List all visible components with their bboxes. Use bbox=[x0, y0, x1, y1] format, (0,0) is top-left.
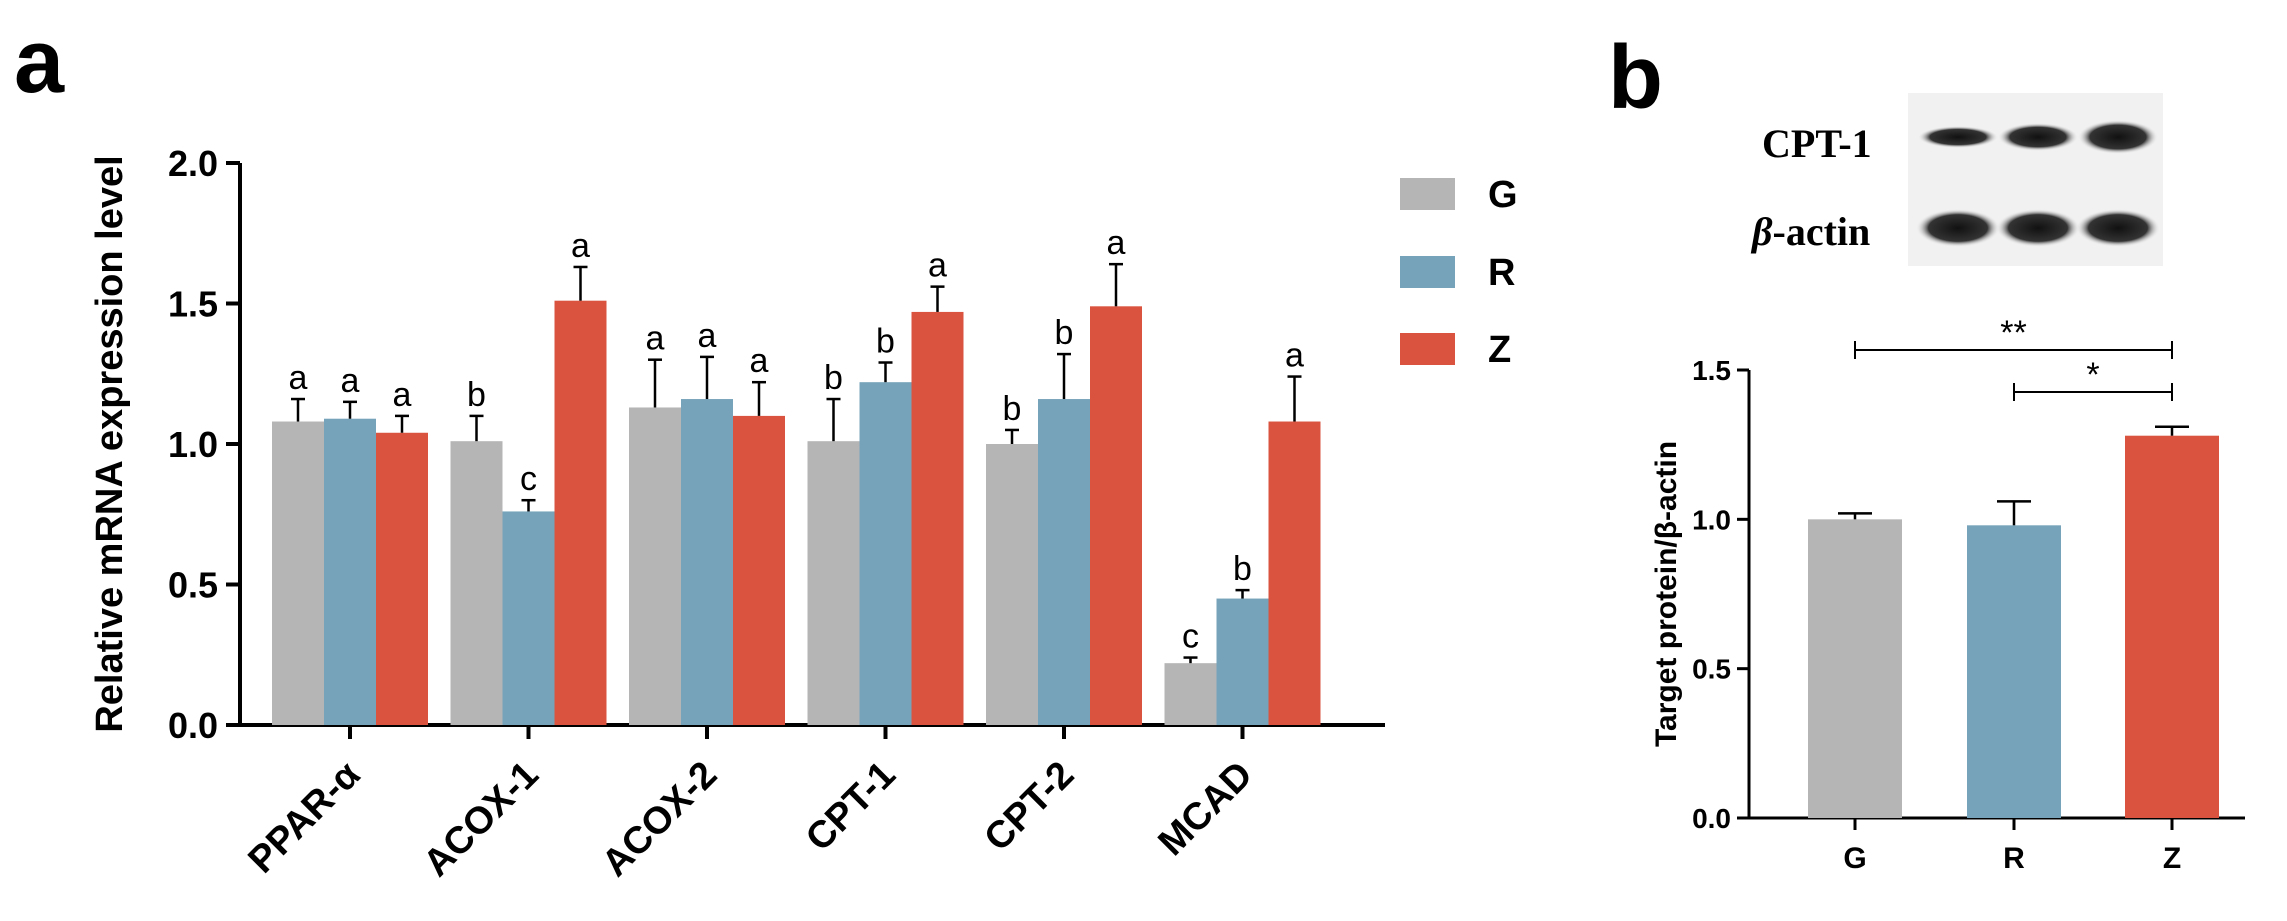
bar-G-5 bbox=[1164, 663, 1217, 725]
bar-R-0 bbox=[324, 418, 376, 725]
actin-text: -actin bbox=[1773, 209, 1871, 254]
bar-G-4 bbox=[986, 444, 1038, 725]
sig-letter-R-2: a bbox=[698, 317, 717, 355]
x-tick-label: MCAD bbox=[1151, 754, 1261, 864]
significance-label: * bbox=[2086, 356, 2099, 394]
x-tick-label: G bbox=[1843, 842, 1866, 875]
sig-letter-Z-1: a bbox=[571, 227, 590, 265]
bar-Z bbox=[2125, 435, 2219, 818]
legend-swatch-Z bbox=[1400, 333, 1455, 365]
bar-Z-3 bbox=[911, 311, 964, 725]
bar-Z-4 bbox=[1090, 306, 1142, 725]
bar-Z-0 bbox=[376, 432, 428, 725]
cpt1-band bbox=[1918, 126, 1998, 148]
sig-letter-G-1: b bbox=[467, 376, 486, 414]
bar-G-3 bbox=[807, 441, 860, 725]
sig-letter-G-0: a bbox=[289, 359, 308, 397]
bar-G bbox=[1808, 519, 1902, 818]
sig-letter-Z-4: a bbox=[1107, 224, 1126, 262]
cpt1-band bbox=[1998, 123, 2078, 151]
sig-letter-Z-5: a bbox=[1285, 337, 1304, 375]
legend-swatch-R bbox=[1400, 256, 1455, 288]
y-tick-label: 0.5 bbox=[1692, 654, 1731, 685]
bar-Z-2 bbox=[733, 415, 785, 725]
chart-legend: GRZ bbox=[1400, 174, 1518, 371]
bar-G-1 bbox=[450, 441, 503, 725]
significance-label: ** bbox=[2000, 314, 2026, 352]
sig-letter-R-3: b bbox=[876, 323, 895, 361]
western-blot: CPT-1 β-actin bbox=[1750, 93, 2163, 266]
bar-R-2 bbox=[681, 399, 733, 725]
bar-G-2 bbox=[629, 407, 681, 725]
sig-letter-Z-2: a bbox=[750, 342, 769, 380]
bar-R-4 bbox=[1038, 399, 1090, 725]
legend-swatch-G bbox=[1400, 178, 1455, 210]
y-tick-label: 0.0 bbox=[168, 705, 218, 746]
y-tick-label: 0.0 bbox=[1692, 803, 1731, 834]
sig-letter-R-4: b bbox=[1055, 314, 1074, 352]
sig-letter-G-2: a bbox=[646, 320, 665, 358]
legend-label-R: R bbox=[1488, 252, 1515, 294]
legend-label-G: G bbox=[1488, 174, 1518, 216]
panel-b-letter: b bbox=[1608, 28, 1663, 128]
y-tick-label: 1.0 bbox=[168, 424, 218, 465]
x-tick-label: CPT-2 bbox=[977, 754, 1083, 860]
y-tick-label: 2.0 bbox=[168, 143, 218, 184]
y-tick-label: 1.0 bbox=[1692, 504, 1731, 535]
beta-symbol: β bbox=[1750, 209, 1773, 254]
beta-actin-band bbox=[2076, 209, 2160, 247]
y-axis-title: Relative mRNA expression level bbox=[89, 155, 131, 732]
bar-Z-5 bbox=[1268, 421, 1321, 725]
legend-label-Z: Z bbox=[1488, 329, 1511, 371]
bar-R-3 bbox=[859, 382, 912, 725]
sig-letter-R-1: c bbox=[520, 460, 537, 498]
beta-actin-band bbox=[1916, 209, 2000, 247]
y-tick-label: 1.5 bbox=[168, 284, 218, 325]
sig-letter-Z-0: a bbox=[393, 376, 412, 414]
bar-R-1 bbox=[502, 511, 555, 725]
x-tick-label: ACOX-2 bbox=[594, 754, 725, 885]
blot-label-cpt1: CPT-1 bbox=[1762, 121, 1872, 166]
y-axis-title: Target protein/β-actin bbox=[1650, 441, 1683, 747]
beta-actin-band bbox=[1996, 209, 2080, 247]
x-tick-label: PPAR-α bbox=[241, 754, 369, 882]
panel-a-letter: a bbox=[14, 12, 65, 112]
x-tick-label: R bbox=[2003, 842, 2025, 875]
sig-letter-G-5: c bbox=[1182, 618, 1199, 656]
bar-R bbox=[1967, 525, 2061, 818]
x-tick-label: CPT-1 bbox=[798, 754, 904, 860]
sig-letter-Z-3: a bbox=[928, 247, 947, 285]
bar-Z-1 bbox=[554, 300, 607, 725]
bar-G-0 bbox=[272, 421, 324, 725]
cpt1-band bbox=[2078, 120, 2158, 154]
sig-letter-G-3: b bbox=[824, 359, 843, 397]
blot-label-beta-actin: β-actin bbox=[1750, 209, 1870, 254]
x-tick-label: ACOX-1 bbox=[416, 754, 547, 885]
x-tick-label: Z bbox=[2163, 842, 2181, 875]
y-tick-label: 1.5 bbox=[1692, 355, 1731, 386]
bar-R-5 bbox=[1216, 598, 1269, 725]
mrna-expression-chart: 0.0 0.5 1.0 1.5 2.0 Relative mRNA expression … bbox=[89, 143, 1385, 885]
sig-letter-G-4: b bbox=[1003, 390, 1022, 428]
sig-letter-R-5: b bbox=[1233, 550, 1252, 588]
y-tick-label: 0.5 bbox=[168, 565, 218, 606]
sig-letter-R-0: a bbox=[341, 362, 360, 400]
